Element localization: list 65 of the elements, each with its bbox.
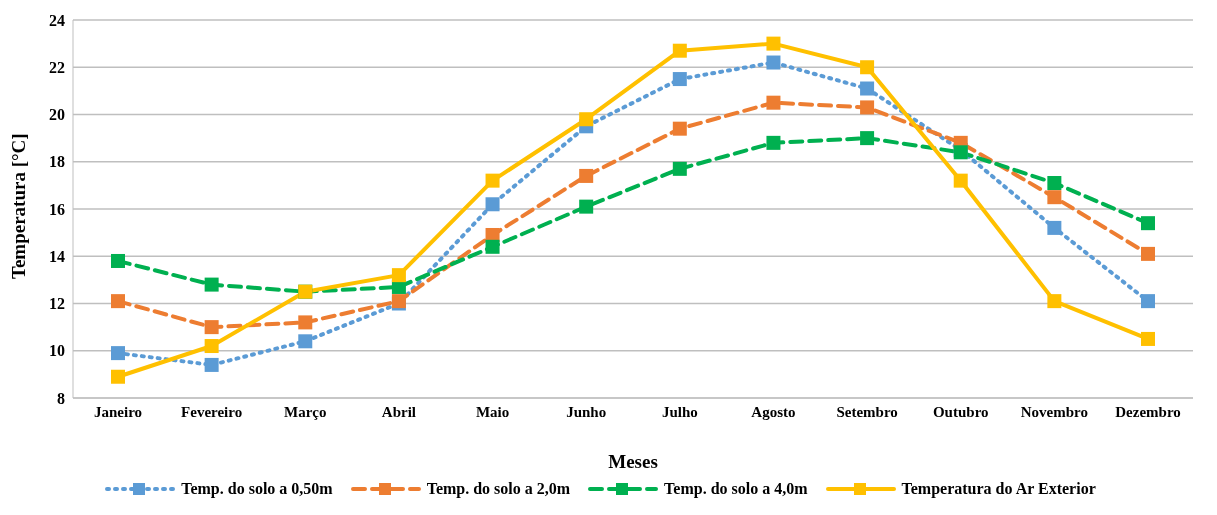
point [1141,294,1155,309]
x-tick-label: Dezembro [1115,403,1181,420]
y-axis-title: Temperatura [°C] [7,133,29,279]
x-tick-label: Março [284,403,327,420]
point [1047,176,1062,191]
point [111,294,125,309]
y-tick-label: 10 [49,342,65,360]
legend-label: Temp. do solo a 0,50m [180,480,333,498]
point [672,121,687,136]
point [485,197,500,212]
point [953,173,968,188]
point [860,60,875,75]
legend-label: Temperatura do Ar Exterior [900,480,1096,498]
point [766,135,781,150]
point [111,253,125,268]
y-tick-label: 14 [49,247,65,265]
y-tick-label: 16 [49,200,65,218]
point [204,339,219,354]
point [298,315,313,330]
y-tick-label: 20 [49,106,65,124]
point [860,81,875,96]
x-tick-label: Julho [661,403,698,420]
point [672,43,687,58]
point [485,173,500,188]
x-tick-label: Janeiro [93,403,143,420]
x-tick-label: Setembro [836,403,898,420]
y-tick-label: 24 [49,11,65,29]
point [579,199,594,214]
x-axis-title: Meses [608,451,658,472]
legend-label: Temp. do solo a 4,0m [663,480,808,498]
point [672,161,687,176]
x-tick-label: Outubro [932,403,989,420]
y-tick-label: 8 [57,389,65,407]
point [766,55,781,70]
legend-label: Temp. do solo a 2,0m [425,480,571,498]
x-tick-label: Fevereiro [181,403,243,420]
point [1141,331,1155,346]
point [1141,216,1155,231]
point [298,334,313,349]
point [1047,294,1062,309]
point [485,239,500,254]
x-tick-label: Maio [475,403,510,420]
x-tick-label: Junho [566,403,607,420]
y-tick-label: 12 [49,295,65,313]
point [391,268,406,283]
point [1047,220,1062,235]
y-tick-label: 18 [49,153,65,171]
point [111,369,125,384]
point [579,168,594,183]
point [1047,190,1062,205]
x-tick-label: Novembro [1020,403,1088,420]
y-tick-label: 22 [49,58,65,76]
point [766,36,781,51]
point [204,320,219,335]
point [766,95,781,110]
point [672,72,687,87]
point [1141,246,1155,261]
x-tick-label: Abril [381,403,416,420]
point [204,357,219,372]
point [111,346,125,361]
point [860,131,875,146]
x-tick-label: Agosto [751,403,796,420]
point [860,100,875,115]
point [204,277,219,292]
point [579,112,594,127]
